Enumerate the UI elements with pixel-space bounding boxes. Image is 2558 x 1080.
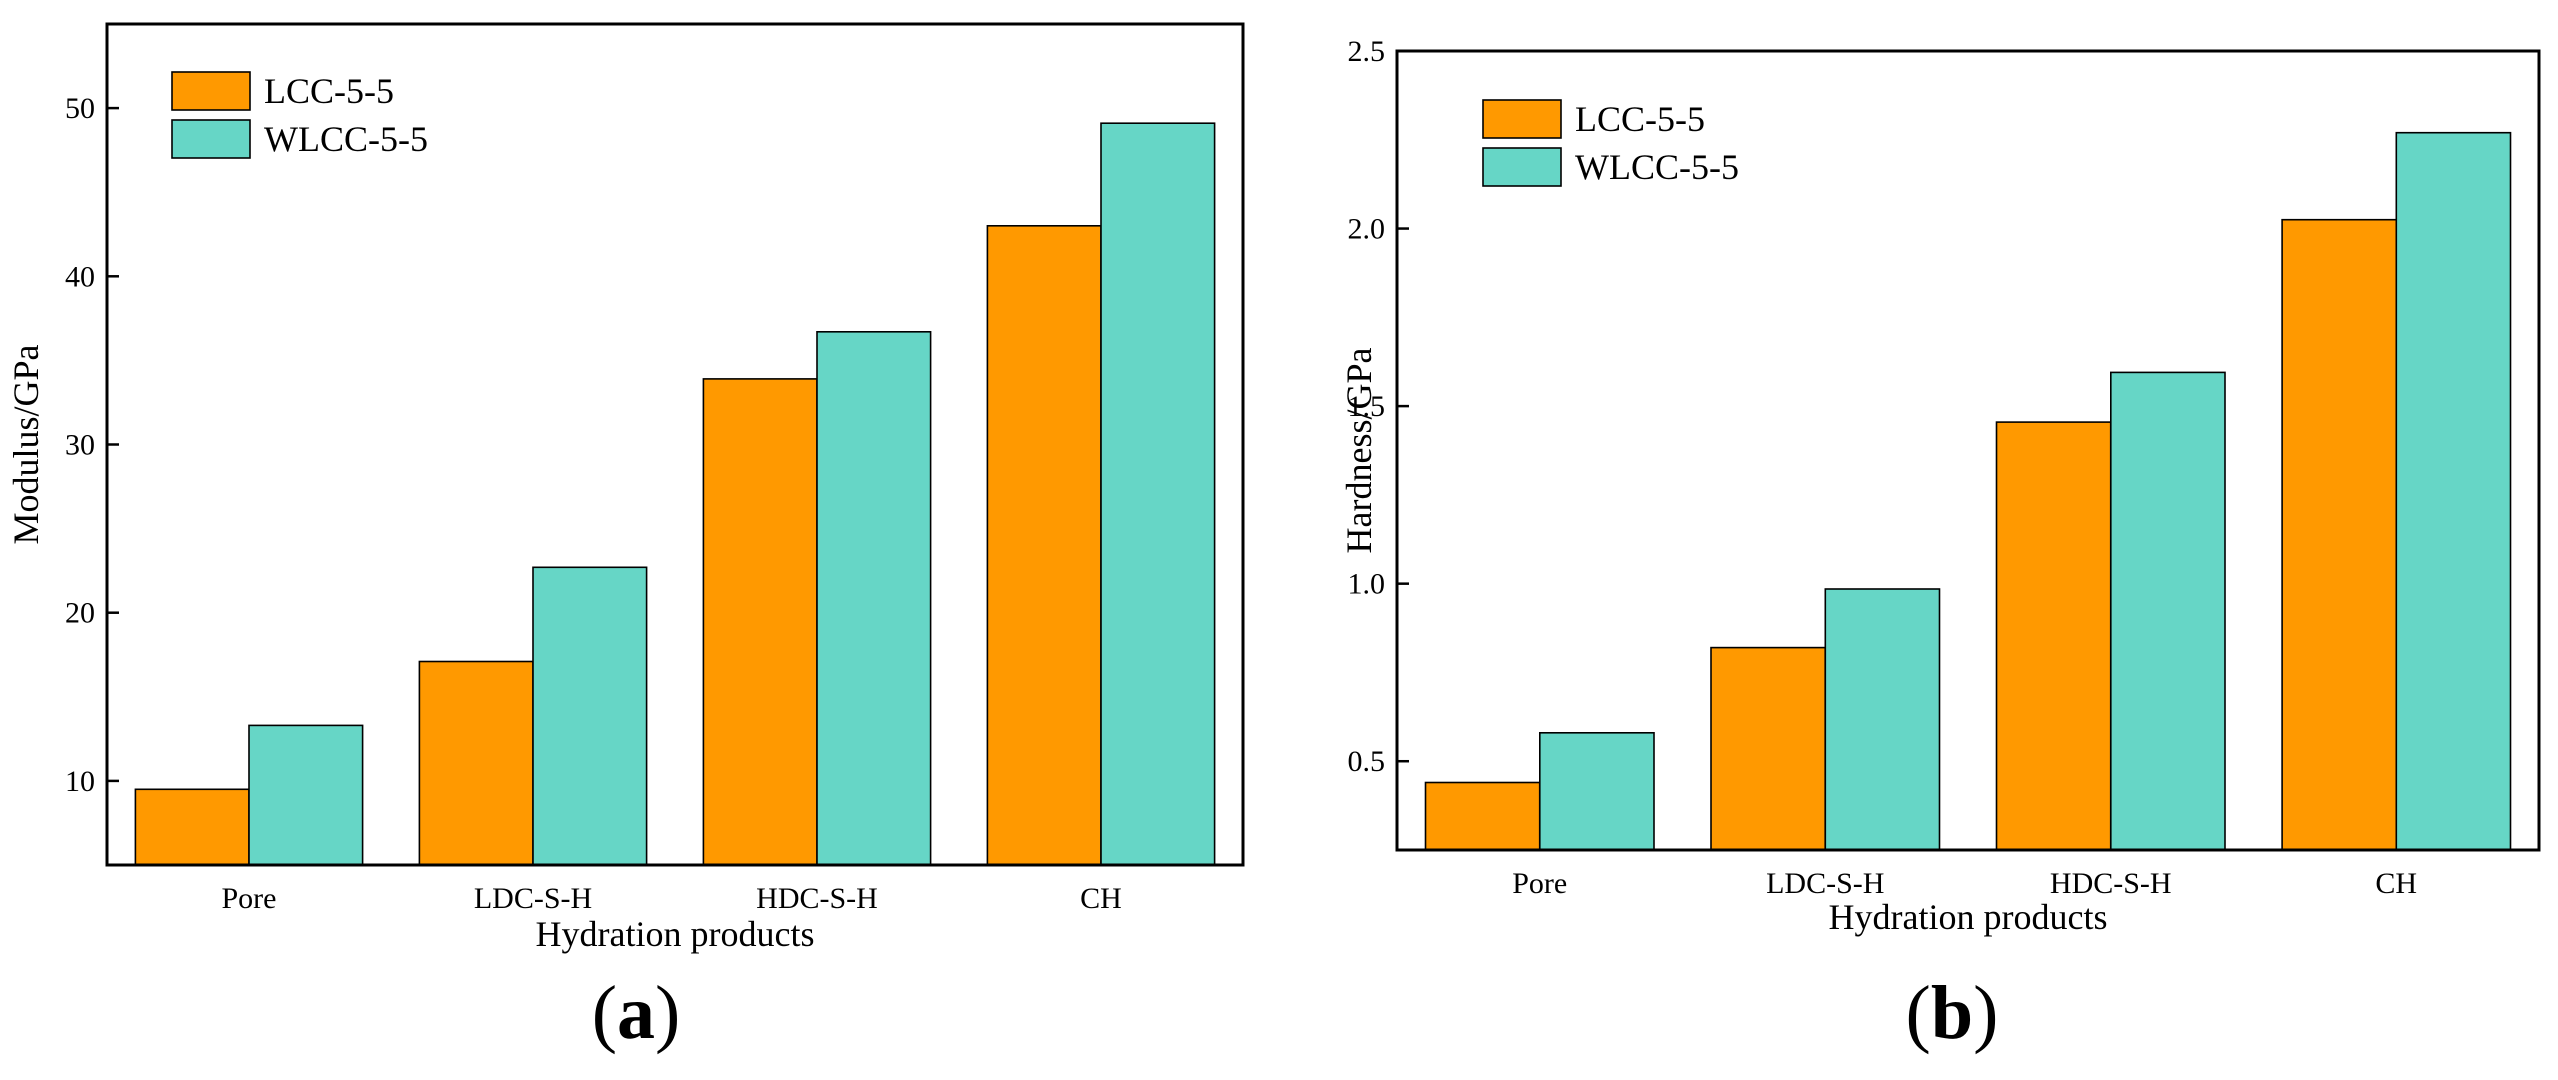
legend-swatch-wlcc-5-5: [171, 119, 251, 159]
bar-wlcc-5-5-hdc-s-h: [816, 330, 932, 866]
legend-label: LCC-5-5: [1575, 99, 1705, 139]
bar-wlcc-5-5-pore: [248, 724, 364, 866]
x-tick-label: HDC-S-H: [756, 882, 878, 915]
x-tick-label: CH: [1080, 882, 1122, 915]
bar-lcc-5-5-ldc-s-h: [1710, 646, 1826, 851]
bar-lcc-5-5-pore: [134, 788, 250, 866]
x-tick-label: LDC-S-H: [474, 882, 592, 915]
legend-label: WLCC-5-5: [1575, 147, 1739, 187]
y-tick-label: 1.5: [1348, 390, 1386, 423]
legend-label: LCC-5-5: [264, 71, 394, 111]
y-tick-label: 0.5: [1348, 745, 1386, 778]
bar-wlcc-5-5-ch: [2395, 131, 2512, 851]
bar-wlcc-5-5-ldc-s-h: [532, 566, 648, 866]
y-axis-title: Hardness/GPa: [1339, 348, 1379, 554]
panel-label-b: (b): [1906, 971, 1999, 1055]
x-tick-label: HDC-S-H: [2050, 867, 2172, 900]
legend-swatch-wlcc-5-5: [1482, 147, 1562, 187]
legend-swatch-lcc-5-5: [1482, 99, 1562, 139]
y-tick-label: 50: [65, 92, 95, 125]
y-tick-label: 30: [65, 429, 95, 462]
bar-lcc-5-5-hdc-s-h: [702, 378, 818, 866]
x-tick-label: LDC-S-H: [1766, 867, 1884, 900]
x-tick-label: Pore: [1512, 867, 1567, 900]
bar-lcc-5-5-hdc-s-h: [1995, 421, 2112, 851]
x-axis-title: Hydration products: [536, 914, 815, 954]
y-tick-label: 2.5: [1348, 35, 1386, 68]
x-tick-label: Pore: [222, 882, 277, 915]
y-tick-label: 2.0: [1348, 213, 1386, 246]
y-tick-label: 20: [65, 597, 95, 630]
hardness-chart: 0.5 1.0 1.5 2.0 2.5 Pore LDC-S-H HDC-S-H CH Hydra…: [1339, 35, 2541, 937]
bar-lcc-5-5-ldc-s-h: [418, 660, 534, 866]
plot-frame: [1395, 49, 2541, 852]
bar-lcc-5-5-ch: [2281, 218, 2398, 851]
y-tick-label: 10: [65, 765, 95, 798]
legend: LCC-5-5 WLCC-5-5: [1482, 99, 1739, 187]
x-tick-label: CH: [2375, 867, 2417, 900]
y-tick-label: 1.0: [1348, 568, 1386, 601]
legend-label: WLCC-5-5: [264, 119, 428, 159]
bar-wlcc-5-5-ldc-s-h: [1824, 588, 1941, 851]
modulus-chart: 10 20 30 40 50 Pore LDC-S-H HDC-S-H CH Hydration …: [6, 22, 1245, 954]
bar-wlcc-5-5-hdc-s-h: [2110, 371, 2226, 851]
legend-swatch-lcc-5-5: [171, 71, 251, 111]
bar-wlcc-5-5-pore: [1539, 731, 1655, 851]
legend: LCC-5-5 WLCC-5-5: [171, 71, 428, 159]
panel-label-a: (a): [592, 971, 681, 1055]
y-axis-title: Modulus/GPa: [6, 344, 46, 544]
bar-lcc-5-5-pore: [1424, 781, 1541, 851]
bar-lcc-5-5-ch: [986, 225, 1102, 866]
y-tick-label: 40: [65, 260, 95, 293]
bar-wlcc-5-5-ch: [1100, 122, 1216, 866]
x-axis-title: Hydration products: [1829, 897, 2108, 937]
